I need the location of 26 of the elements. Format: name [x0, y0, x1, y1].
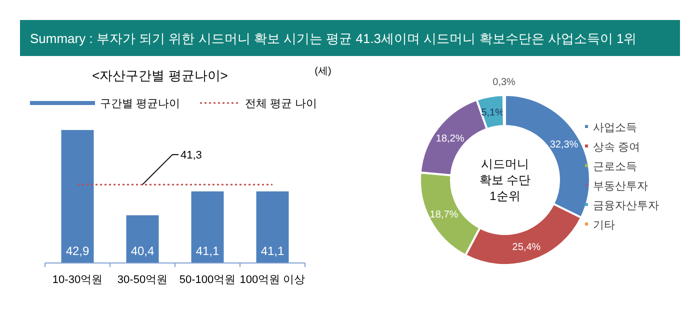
legend-label: 상속 증여: [593, 142, 640, 154]
legend-label: 전체 평균 나이: [245, 98, 318, 110]
data-label: 18,7%: [430, 209, 458, 220]
x-tick-label: 10-30억원: [52, 274, 103, 286]
data-label: 41,1: [260, 244, 284, 258]
legend-label: 사업소득: [593, 122, 637, 134]
data-label: 32,3%: [550, 139, 578, 150]
legend-label: 금융자산투자: [593, 200, 659, 212]
series-label: 구간별 평균나이: [100, 98, 180, 110]
text: 시드머니 확보 수단 1순위: [479, 157, 531, 203]
x-tick-label: 100억원 이상: [240, 274, 306, 286]
data-label: 18,2%: [436, 133, 464, 144]
data-label: 25,4%: [512, 242, 541, 254]
text: Summary : 부자가 되기 위한 시드머니 확보 시기는 평균 41.3세이며 시드머니 확보수단은 사업소득이 1위: [30, 31, 637, 46]
legend-label: 근로소득: [593, 161, 637, 173]
legend-label: 기타: [593, 220, 615, 232]
data-label: 41,1: [196, 244, 220, 258]
data-label: 42,9: [66, 244, 90, 258]
data-label: 0,3%: [492, 77, 516, 88]
legend-label: 부동산투자: [593, 180, 648, 192]
x-tick-label: 30-50억원: [117, 274, 168, 286]
data-label: 40,4: [130, 244, 154, 258]
annotation: 41,3: [180, 150, 202, 162]
text: (세): [314, 66, 332, 77]
x-tick-label: 50-100억원: [179, 274, 236, 286]
chart-subtitle: <자산구간별 평균나이>: [92, 68, 228, 83]
